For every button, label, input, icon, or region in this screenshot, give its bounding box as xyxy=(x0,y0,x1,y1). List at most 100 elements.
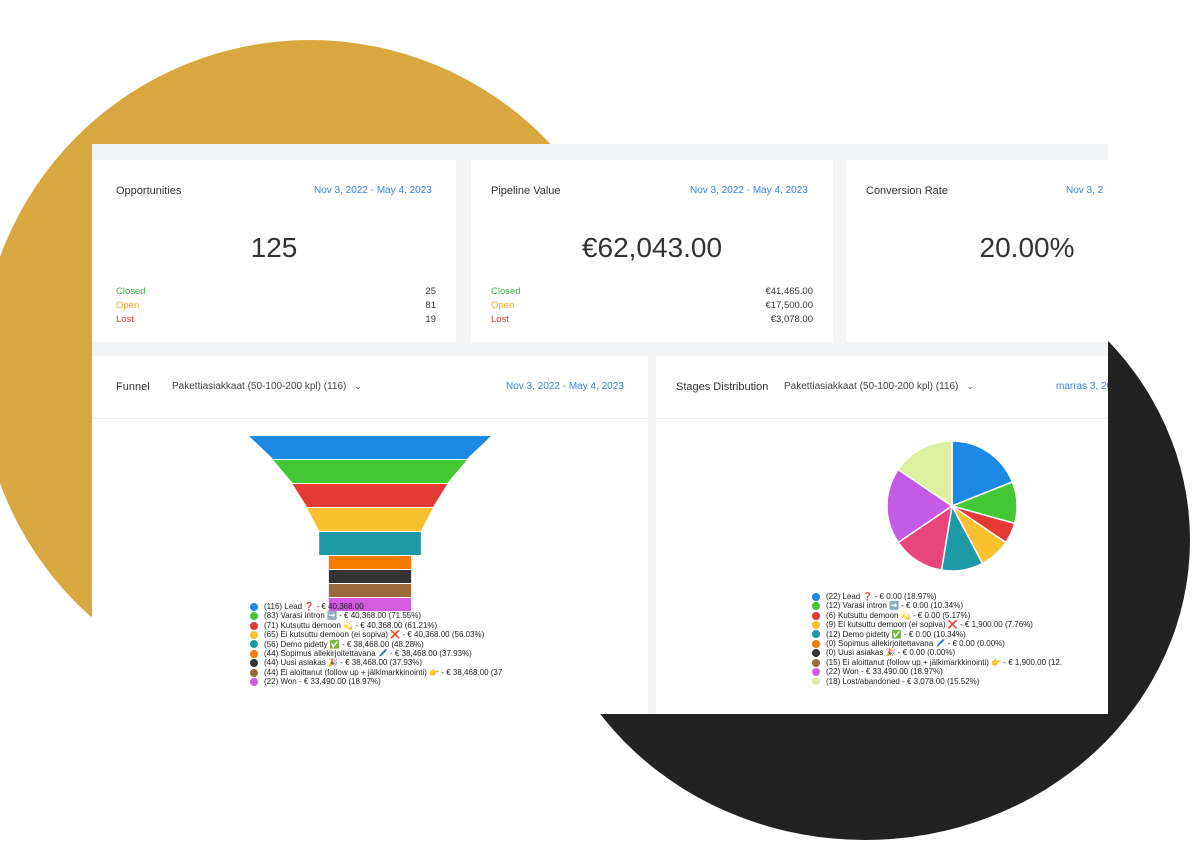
funnel-segment[interactable] xyxy=(292,484,448,507)
chevron-down-icon: ⌄ xyxy=(354,381,362,391)
legend-item[interactable]: (22) Won - € 33,490.00 (18.97%) xyxy=(812,667,1062,676)
closed-value: €41,465.00 xyxy=(765,286,813,297)
legend-item[interactable]: (15) Ei aloittanut (follow up + jälkimar… xyxy=(812,658,1062,667)
legend-item[interactable]: (44) Sopimus allekirjoitettavana 🖊️ - € … xyxy=(250,649,502,658)
legend-dot-icon xyxy=(250,640,258,649)
funnel-legend: (116) Lead ❓ - € 40,368.00 (83) Varasi in… xyxy=(250,602,502,687)
funnel-segment[interactable] xyxy=(328,570,412,583)
legend-dot-icon xyxy=(812,667,820,676)
legend-item[interactable]: (0) Uusi asiakas 🎉 - € 0.00 (0.00%) xyxy=(812,648,1062,657)
panel-title: Stages Distribution xyxy=(676,381,769,393)
pipeline-value: €62,043.00 xyxy=(581,232,723,263)
opportunities-card: Opportunities Nov 3, 2022 - May 4, 2023 … xyxy=(92,160,456,342)
legend-dot-icon xyxy=(250,630,258,639)
legend-label: (18) Lost/abandoned - € 3,078.00 (15.52%… xyxy=(826,676,980,686)
divider xyxy=(92,418,648,419)
open-label: Open xyxy=(491,300,515,311)
card-title: Conversion Rate xyxy=(866,185,948,197)
pie-slice[interactable] xyxy=(951,440,1014,508)
legend-item[interactable]: (71) Kutsuttu demoon 💫 - € 40,368.00 (61… xyxy=(250,621,502,630)
stages-distribution-panel: Stages Distribution Pakettiasiakkaat (50… xyxy=(656,356,1108,714)
funnel-segment[interactable] xyxy=(328,556,412,569)
legend-item[interactable]: (12) Varasi intron ➡️ - € 0.00 (10.34%) xyxy=(812,601,1062,610)
legend-label: (22) Lead ❓ - € 0.00 (18.97%) xyxy=(826,592,937,601)
legend-label: (44) Ei aloittanut (follow up + jälkimar… xyxy=(264,667,503,677)
panel-title: Funnel xyxy=(116,381,150,393)
date-range-link[interactable]: marras 3, 20 xyxy=(1056,381,1108,392)
dashboard-screenshot: Opportunities Nov 3, 2022 - May 4, 2023 … xyxy=(92,144,1108,714)
legend-dot-icon xyxy=(250,649,258,658)
legend-label: (6) Kutsuttu demoon 💫 - € 0.00 (5.17%) xyxy=(826,610,971,620)
legend-label: (12) Varasi intron ➡️ - € 0.00 (10.34%) xyxy=(826,601,963,611)
legend-label: (9) Ei kutsuttu demoon (ei sopiva) ❌ - €… xyxy=(826,620,1033,630)
legend-dot-icon xyxy=(812,620,820,629)
lost-value: 19 xyxy=(425,314,436,325)
legend-item[interactable]: (83) Varasi intron ➡️ - € 40,368.00 (71.… xyxy=(250,611,502,620)
legend-item[interactable]: (0) Sopimus allekirjoitettavana 🖊️ - € 0… xyxy=(812,639,1062,648)
pipeline-value-card: Pipeline Value Nov 3, 2022 - May 4, 2023… xyxy=(471,160,833,342)
legend-item[interactable]: (44) Uusi asiakas 🎉 - € 38,468.00 (37.93… xyxy=(250,658,502,667)
legend-item[interactable]: (56) Demo pidetty ✅ - € 38,468.00 (48.28… xyxy=(250,640,502,649)
legend-dot-icon xyxy=(250,668,258,677)
legend-label: (44) Uusi asiakas 🎉 - € 38,468.00 (37.93… xyxy=(264,658,423,668)
date-range-link[interactable]: Nov 3, 2022 - May 4, 2023 xyxy=(690,185,808,196)
legend-label: (83) Varasi intron ➡️ - € 40,368.00 (71.… xyxy=(264,611,422,621)
legend-dot-icon xyxy=(250,659,258,668)
funnel-segment[interactable] xyxy=(328,598,412,611)
legend-dot-icon xyxy=(250,621,258,630)
funnel-panel: Funnel Pakettiasiakkaat (50-100-200 kpl)… xyxy=(92,356,648,714)
legend-label: (15) Ei aloittanut (follow up + jälkimar… xyxy=(826,657,1063,667)
pipeline-select[interactable]: Pakettiasiakkaat (50-100-200 kpl) (116) ⌄ xyxy=(784,381,974,392)
open-value: 81 xyxy=(425,300,436,311)
divider xyxy=(656,418,1108,419)
funnel-segment[interactable] xyxy=(319,532,421,555)
legend-dot-icon xyxy=(812,611,820,620)
legend-dot-icon xyxy=(812,630,820,639)
lost-label: Lost xyxy=(116,314,134,325)
date-range-link[interactable]: Nov 3, 2022 - May 4, 2023 xyxy=(314,185,432,196)
conversion-rate-value: 20.00% xyxy=(979,232,1075,263)
legend-item[interactable]: (65) Ei kutsuttu demoon (ei sopiva) ❌ - … xyxy=(250,630,502,639)
pipeline-select[interactable]: Pakettiasiakkaat (50-100-200 kpl) (116) ⌄ xyxy=(172,381,362,392)
legend-label: (116) Lead ❓ - € 40,368.00 xyxy=(264,602,364,611)
open-value: €17,500.00 xyxy=(765,300,813,311)
legend-dot-icon xyxy=(812,649,820,658)
legend-item[interactable]: (9) Ei kutsuttu demoon (ei sopiva) ❌ - €… xyxy=(812,620,1062,629)
date-range-link[interactable]: Nov 3, 2022 - May 4, 2023 xyxy=(506,381,624,392)
closed-label: Closed xyxy=(116,286,146,297)
funnel-segment[interactable] xyxy=(249,436,491,459)
pie-slice[interactable] xyxy=(886,468,954,544)
funnel-segment[interactable] xyxy=(307,508,433,531)
opportunities-value: 125 xyxy=(250,232,298,263)
funnel-segment[interactable] xyxy=(273,460,467,483)
legend-item[interactable]: (18) Lost/abandoned - € 3,078.00 (15.52%… xyxy=(812,677,1062,686)
card-title: Pipeline Value xyxy=(491,185,561,197)
legend-item[interactable]: (22) Won - € 33,490.00 (18.97%) xyxy=(250,677,502,686)
legend-dot-icon xyxy=(812,602,820,611)
legend-item[interactable]: (12) Demo pidetty ✅ - € 0.00 (10.34%) xyxy=(812,630,1062,639)
lost-label: Lost xyxy=(491,314,509,325)
date-range-link[interactable]: Nov 3, 2 xyxy=(1066,185,1104,196)
legend-label: (0) Sopimus allekirjoitettavana 🖊️ - € 0… xyxy=(826,639,1005,649)
legend-label: (22) Won - € 33,490.00 (18.97%) xyxy=(264,677,381,687)
card-title: Opportunities xyxy=(116,185,182,197)
conversion-rate-card: Conversion Rate Nov 3, 2 20.00% xyxy=(846,160,1108,342)
pie-chart xyxy=(886,440,1018,572)
stages-legend: (22) Lead ❓ - € 0.00 (18.97%) (12) Varasi… xyxy=(812,592,1062,686)
pipeline-select-value: Pakettiasiakkaat (50-100-200 kpl) (116) xyxy=(784,381,959,392)
legend-dot-icon xyxy=(812,658,820,667)
legend-item[interactable]: (6) Kutsuttu demoon 💫 - € 0.00 (5.17%) xyxy=(812,611,1062,620)
legend-item[interactable]: (22) Lead ❓ - € 0.00 (18.97%) xyxy=(812,592,1062,601)
legend-item[interactable]: (44) Ei aloittanut (follow up + jälkimar… xyxy=(250,668,502,677)
legend-dot-icon xyxy=(812,639,820,648)
legend-dot-icon xyxy=(250,677,258,686)
closed-value: 25 xyxy=(425,286,436,297)
legend-label: (22) Won - € 33,490.00 (18.97%) xyxy=(826,667,943,677)
legend-label: (44) Sopimus allekirjoitettavana 🖊️ - € … xyxy=(264,649,472,659)
legend-item[interactable]: (116) Lead ❓ - € 40,368.00 xyxy=(250,602,502,611)
funnel-segment[interactable] xyxy=(328,584,412,597)
legend-label: (0) Uusi asiakas 🎉 - € 0.00 (0.00%) xyxy=(826,648,956,658)
pie-slice[interactable] xyxy=(897,440,953,508)
legend-label: (71) Kutsuttu demoon 💫 - € 40,368.00 (61… xyxy=(264,620,438,630)
legend-dot-icon xyxy=(812,592,820,601)
